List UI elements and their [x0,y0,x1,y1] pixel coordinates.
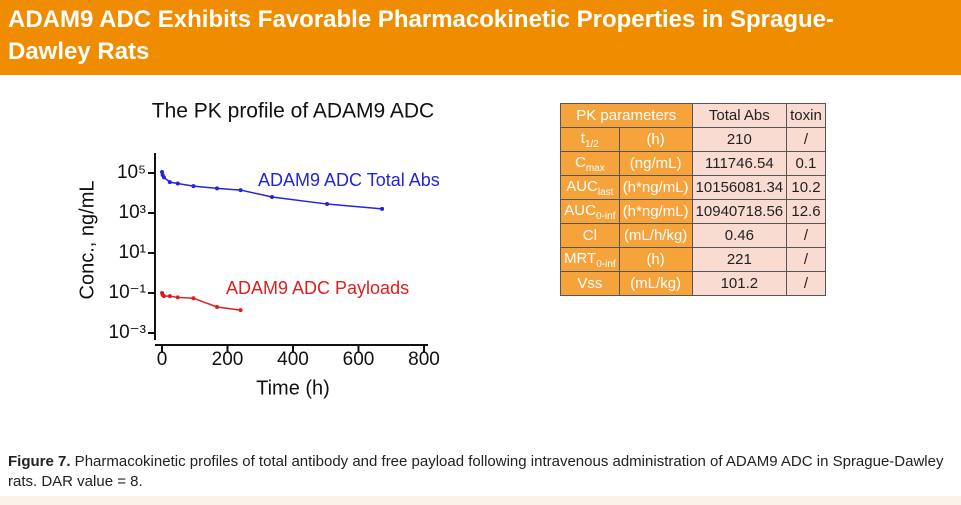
caption-text: Pharmacokinetic profiles of total antibo… [8,453,944,490]
table-cell: (h*ng/mL) [618,175,693,200]
table-cell: MRT0-inf [560,247,620,272]
x-axis-label: Time (h) [256,377,330,399]
table-cell: / [786,223,826,248]
table-cell: / [786,127,826,152]
param-subscript: 0-inf [595,210,616,222]
table-cell: / [786,271,826,296]
param-subscript: max [585,162,605,174]
x-tick-label: 0 [157,349,168,370]
data-point [325,202,330,207]
param-name: C [574,153,586,171]
data-point [161,294,166,299]
param-subscript: last [597,186,614,198]
data-point [167,180,172,185]
y-tick-label: 10³ [119,202,146,223]
table-row: Cmax (ng/mL) 111746.54 0.1 [560,151,826,176]
caption-label: Figure 7. [8,453,71,470]
table-cell: 111746.54 [691,151,788,176]
x-tick-label: 200 [212,349,244,370]
x-tick-label: 600 [343,349,375,370]
table-cell: 12.6 [786,199,826,224]
table-cell: 10940718.56 [691,199,788,224]
pk-table: PK parameters Total Abs toxin t1/2 (h) 210/Cm… [560,103,826,296]
table-cell: 10156081.34 [691,175,788,200]
table-row: AUC0-inf (h*ng/mL) 10940718.56 12.6 [560,199,826,224]
param-name: Cl [582,227,597,244]
param-name: MRT [564,249,597,267]
table-cell: 101.2 [691,271,788,296]
data-point [380,206,385,211]
data-point [191,184,196,189]
table-cell: (ng/mL) [618,151,693,176]
table-cell: (mL/kg) [618,271,693,296]
param-name: AUC [566,177,598,195]
data-point [175,181,180,186]
data-point [161,175,166,180]
table-cell: Cl [560,223,620,248]
data-point [215,186,220,191]
table-cell: (mL/h/kg) [618,223,693,248]
header: ADAM9 ADC Exhibits Favorable Pharmacokin… [0,0,961,75]
y-tick-label: 10⁵ [117,162,146,183]
param-subscript: 0-inf [596,258,616,270]
param-subscript: 1/2 [584,138,599,150]
x-tick-label: 400 [277,349,309,370]
table-row: t1/2 (h) 210/ [560,127,826,152]
table-row: MRT0-inf (h) 221/ [560,247,826,272]
table-row: PK parameters Total Abs toxin [560,103,826,128]
table-cell: 210 [691,127,788,152]
table-row: AUClast (h*ng/mL) 10156081.34 10.2 [560,175,826,200]
table-row: Cl (mL/h/kg) 0.46/ [560,223,826,248]
series-label: ADAM9 ADC Total Abs [258,170,440,190]
data-point [167,294,172,299]
param-name: Vss [577,275,603,292]
table-cell: Cmax [560,151,620,176]
data-point [191,296,196,301]
param-name: t [580,129,585,147]
chart: The PK profile of ADAM9 ADC Conc., ng/mL… [76,100,440,400]
table-cell: (h) [618,247,693,272]
x-tick-label: 800 [408,349,440,370]
series-label: ADAM9 ADC Payloads [226,278,409,298]
data-point [175,295,180,300]
table-cell: (h*ng/mL) [618,199,693,224]
y-tick-label: 10⁻³ [109,322,147,343]
y-tick-label: 10⁻¹ [109,282,147,303]
param-name: AUC [564,201,596,219]
y-tick-label: 10¹ [119,242,146,263]
data-point [215,304,220,309]
table-cell: toxin [786,103,826,128]
table-cell: 0.1 [786,151,826,176]
table-cell: 0.46 [691,223,788,248]
table-cell: 221 [691,247,788,272]
table-row: Vss (mL/kg) 101.2/ [560,271,826,296]
caption: Figure 7. Pharmacokinetic profiles of to… [8,452,953,492]
footer-band [0,496,961,505]
data-point [270,195,275,200]
table-cell: t1/2 [560,127,620,152]
table-cell: Total Abs [691,103,788,128]
chart-title: The PK profile of ADAM9 ADC [152,100,434,123]
table-cell: Vss [560,271,620,296]
table-cell: 10.2 [786,175,826,200]
table-cell: AUC0-inf [560,199,620,224]
table-cell: (h) [618,127,693,152]
data-point [238,188,243,193]
table-cell: AUClast [560,175,620,200]
table-cell: / [786,247,826,272]
data-point [238,308,243,313]
table-cell: PK parameters [560,103,693,128]
header-title: ADAM9 ADC Exhibits Favorable Pharmacokin… [8,6,834,65]
y-axis-label: Conc., ng/mL [76,181,98,300]
